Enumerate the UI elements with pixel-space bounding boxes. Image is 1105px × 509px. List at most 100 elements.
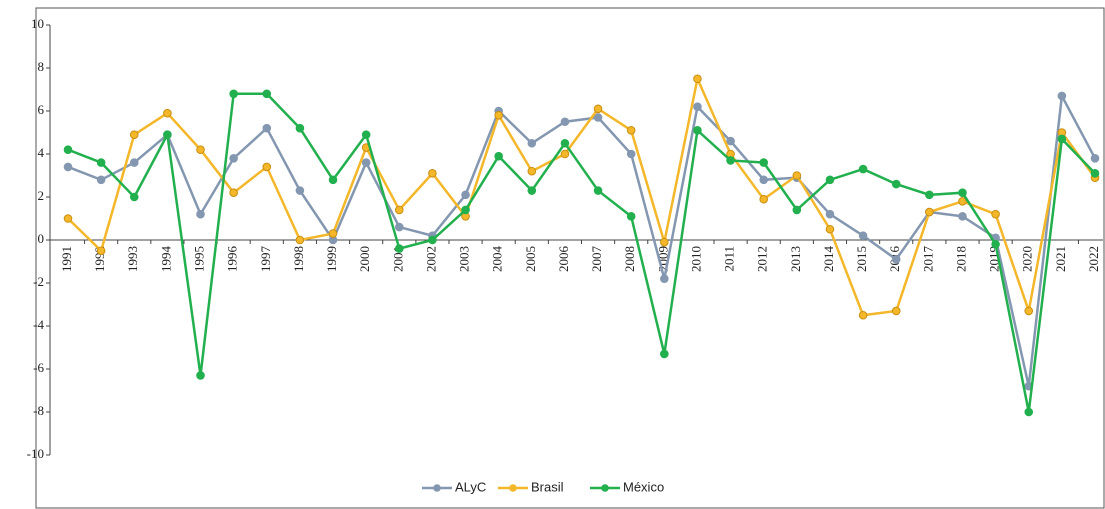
data-point	[494, 151, 503, 161]
data-point	[295, 235, 305, 245]
data-point	[129, 192, 139, 202]
x-tick-label: 2012	[755, 246, 770, 272]
data-point	[660, 274, 669, 284]
data-point	[295, 123, 305, 133]
data-point	[428, 169, 437, 178]
data-point	[96, 158, 106, 167]
data-point	[858, 310, 868, 320]
data-point	[428, 235, 437, 245]
data-point	[163, 108, 172, 118]
data-point	[262, 123, 272, 133]
data-point	[958, 188, 967, 197]
y-tick-label: 8	[38, 59, 45, 74]
y-tick-label: -2	[33, 274, 44, 289]
legend-marker	[433, 484, 441, 492]
data-point	[527, 166, 537, 176]
data-point	[1024, 407, 1034, 417]
data-point	[693, 74, 702, 84]
x-tick-label: 1999	[324, 246, 339, 272]
data-point	[593, 113, 603, 122]
data-point	[925, 190, 934, 200]
x-tick-label: 1994	[158, 246, 173, 273]
x-tick-label: 2015	[854, 246, 869, 272]
x-tick-label: 2006	[556, 246, 571, 273]
data-point	[726, 136, 735, 146]
x-tick-label: 1997	[258, 246, 273, 273]
data-point	[328, 175, 338, 185]
x-tick-label: 2011	[722, 246, 737, 272]
data-point	[129, 158, 139, 167]
y-tick-label: 4	[38, 145, 45, 160]
data-point	[262, 89, 272, 99]
data-point	[759, 158, 769, 167]
data-point	[461, 190, 470, 200]
data-point	[858, 231, 868, 240]
data-point	[163, 130, 172, 139]
data-point	[693, 102, 702, 111]
data-point	[394, 244, 404, 253]
data-point	[1090, 169, 1100, 178]
series-line	[67, 74, 1097, 317]
data-point	[891, 255, 901, 264]
data-point	[891, 306, 901, 316]
x-tick-label: 2003	[457, 246, 472, 272]
data-point	[196, 209, 205, 219]
x-tick-label: 2013	[788, 246, 803, 272]
x-tick-label: 2020	[1020, 246, 1035, 272]
data-point	[726, 156, 735, 165]
x-tick-label: 2000	[357, 246, 372, 272]
data-point	[96, 175, 106, 185]
x-tick-label: 2007	[589, 246, 604, 273]
data-point	[925, 207, 934, 217]
data-point	[527, 138, 537, 148]
data-point	[593, 104, 603, 114]
data-point	[129, 130, 139, 139]
x-tick-label: 2008	[622, 246, 637, 272]
data-point	[593, 186, 603, 195]
data-point	[1090, 154, 1100, 163]
data-point	[394, 222, 404, 232]
y-tick-label: 2	[38, 188, 45, 203]
data-point	[1057, 91, 1067, 101]
data-point	[825, 209, 835, 219]
data-point	[196, 371, 205, 380]
data-point	[958, 212, 967, 221]
data-point	[262, 162, 272, 172]
data-point	[626, 149, 636, 159]
x-tick-label: 2018	[953, 246, 968, 272]
data-point	[229, 154, 238, 163]
y-tick-label: 0	[38, 231, 45, 246]
data-point	[858, 164, 868, 174]
data-point	[560, 117, 570, 127]
data-point	[991, 240, 1000, 249]
data-point	[626, 126, 636, 135]
y-tick-label: 6	[38, 102, 45, 117]
x-tick-label: 2017	[920, 246, 935, 273]
data-point	[229, 89, 238, 99]
x-tick-label: 2021	[1053, 246, 1068, 272]
x-tick-label: 2002	[423, 246, 438, 272]
x-tick-label: 1995	[192, 246, 207, 272]
data-point	[461, 205, 470, 215]
data-point	[891, 179, 901, 189]
y-tick-label: -4	[33, 317, 44, 332]
y-tick-label: -10	[27, 446, 44, 461]
x-tick-label: 1996	[225, 245, 240, 272]
data-point	[825, 224, 835, 234]
data-point	[229, 188, 238, 197]
data-point	[560, 138, 570, 148]
legend-label: Brasil	[531, 479, 564, 494]
data-point	[1024, 306, 1034, 316]
data-point	[560, 149, 570, 159]
x-tick-label: 2014	[821, 246, 836, 273]
data-point	[660, 237, 669, 247]
x-tick-label: 2001	[390, 246, 405, 272]
x-tick-label: 2022	[1086, 246, 1101, 272]
x-tick-label: 2004	[490, 246, 505, 273]
y-tick-label: 10	[31, 16, 44, 31]
legend-label: ALyC	[455, 479, 486, 494]
data-point	[361, 130, 371, 139]
x-tick-label: 1993	[125, 246, 140, 272]
series-line	[67, 91, 1097, 387]
